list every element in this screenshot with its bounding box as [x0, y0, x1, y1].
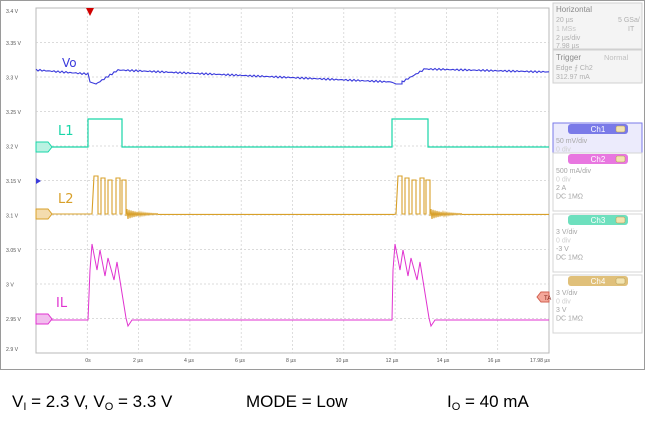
- channel-header: [568, 276, 628, 286]
- trigger-position-marker[interactable]: [86, 8, 94, 16]
- channel-setting: DC 1MΩ: [556, 316, 583, 323]
- y-tick-label: 3.15 V: [6, 179, 22, 185]
- y-tick-label: 2.9 V: [6, 347, 19, 353]
- channel-name: Ch2: [591, 155, 606, 164]
- x-tick-label: 8 µs: [286, 358, 296, 364]
- horizontal-time: 20 µs: [556, 17, 574, 24]
- caption-io-value: = 40 mA: [460, 392, 529, 411]
- x-axis-labels: 0s 2 µs 4 µs 6 µs 8 µs 10 µs 12 µs 14 µs 16 µs 17…: [85, 358, 550, 364]
- x-tick-label: 12 µs: [386, 358, 399, 364]
- caption-io-label: I: [447, 392, 452, 411]
- channel-setting: 0 div: [556, 299, 571, 306]
- channel-setting: DC 1MΩ: [556, 194, 583, 201]
- caption-voltages: VI = 2.3 V, VO = 3.3 V: [12, 392, 172, 413]
- x-tick-label: 6 µs: [235, 358, 245, 364]
- channel-setting: DC 1MΩ: [556, 255, 583, 262]
- caption-vi-label: V: [12, 392, 24, 411]
- channel-header: [568, 215, 628, 225]
- caption-mode: MODE = Low: [246, 392, 348, 411]
- channel-name: Ch4: [591, 277, 606, 286]
- channel-setting: 3 V: [556, 307, 567, 314]
- channel-setting: 0 div: [556, 177, 571, 184]
- x-tick-label: 4 µs: [184, 358, 194, 364]
- y-tick-label: 3.2 V: [6, 145, 19, 151]
- trigger-title: Trigger: [556, 53, 581, 62]
- horizontal-delay: 7.98 µs: [556, 43, 580, 50]
- channel-setting: 0 div: [556, 238, 571, 245]
- horizontal-memory: 1 MSs: [556, 26, 576, 33]
- channel-setting: 2 A: [556, 185, 566, 192]
- l1-trace-label: L1: [58, 124, 74, 139]
- caption-vi-value: = 2.3 V,: [26, 392, 94, 411]
- l2-trace-label: L2: [58, 192, 74, 207]
- caption-io-sub: O: [451, 401, 461, 413]
- caption-vi-sub: I: [23, 401, 27, 413]
- grid: [36, 8, 549, 353]
- x-tick-label: 10 µs: [336, 358, 349, 364]
- vo-trace-label: Vo: [62, 56, 77, 70]
- y-tick-label: 2.95 V: [6, 317, 22, 323]
- il-ground-marker[interactable]: [35, 313, 53, 325]
- x-tick-label: 2 µs: [133, 358, 143, 364]
- channel-probe-icon: [615, 155, 626, 163]
- x-tick-label: 16 µs: [488, 358, 501, 364]
- x-tick-label: 14 µs: [437, 358, 450, 364]
- ch1-offset-marker[interactable]: [36, 178, 41, 184]
- il-trace: [36, 243, 549, 328]
- trigger-level-tag[interactable]: TA: [536, 291, 551, 303]
- l2-ground-marker[interactable]: [35, 208, 53, 220]
- channel-header: [568, 154, 628, 164]
- y-tick-label: 3.35 V: [6, 41, 22, 47]
- l1-ground-marker[interactable]: [35, 141, 53, 153]
- il-trace-label: IL: [56, 296, 68, 311]
- caption-vo-label: V: [93, 392, 105, 411]
- channel-setting: 3 V/div: [556, 229, 578, 236]
- side-panel: Horizontal 20 µs 5 GSa/ 1 MSs IT 2 µs/di…: [552, 2, 643, 334]
- oscilloscope-screen: 3.4 V 3.35 V 3.3 V 3.25 V 3.2 V 3.15 V 3.1 V 3.…: [0, 0, 645, 370]
- trigger-level: 312.97 mA: [556, 74, 590, 81]
- x-tick-label: 17.98 µs: [530, 358, 550, 364]
- horizontal-samplerate: 5 GSa/: [618, 17, 640, 24]
- vo-trace: [35, 67, 550, 85]
- channel-setting: 3 V/div: [556, 290, 578, 297]
- caption-vo-sub: O: [104, 401, 114, 413]
- y-tick-label: 3 V: [6, 283, 14, 289]
- channel-probe-icon: [615, 216, 626, 224]
- channel-name: Ch3: [591, 216, 606, 225]
- horizontal-scale: 2 µs/div: [556, 35, 581, 42]
- y-tick-label: 3.4 V: [6, 9, 19, 15]
- caption-current: IO = 40 mA: [447, 392, 529, 413]
- channel-probe-icon: [615, 277, 626, 285]
- channel-setting: -3 V: [556, 246, 569, 253]
- horizontal-mode: IT: [628, 26, 635, 33]
- channel-setting: 0 div: [556, 147, 571, 154]
- l2-trace: [36, 175, 549, 220]
- channel-setting: 500 mA/div: [556, 168, 592, 175]
- y-axis-labels: 3.4 V 3.35 V 3.3 V 3.25 V 3.2 V 3.15 V 3.1 V 3.…: [6, 9, 22, 353]
- channel-header: [568, 124, 628, 134]
- y-tick-label: 3.3 V: [6, 76, 19, 82]
- horizontal-title: Horizontal: [556, 5, 592, 14]
- trigger-mode: Normal: [604, 53, 629, 62]
- y-tick-label: 3.25 V: [6, 110, 22, 116]
- x-tick-label: 0s: [85, 358, 91, 364]
- trigger-level-text: TA: [544, 296, 551, 302]
- y-tick-label: 3.1 V: [6, 214, 19, 220]
- caption-vo-value: = 3.3 V: [113, 392, 173, 411]
- trigger-type: Edge ⨍ Ch2: [556, 64, 593, 72]
- channel-setting: 50 mV/div: [556, 138, 588, 145]
- horizontal-panel[interactable]: Horizontal 20 µs 5 GSa/ 1 MSs IT 2 µs/di…: [552, 2, 643, 50]
- channel-3-panel[interactable]: Ch3 3 V/div 0 div-3 V DC 1MΩ: [552, 213, 643, 273]
- trigger-panel[interactable]: Trigger Normal Edge ⨍ Ch2 312.97 mA: [552, 49, 643, 84]
- y-tick-label: 3.05 V: [6, 248, 22, 254]
- l1-trace: [36, 118, 549, 148]
- channel-probe-icon: [615, 125, 626, 133]
- channel-name: Ch1: [591, 125, 606, 134]
